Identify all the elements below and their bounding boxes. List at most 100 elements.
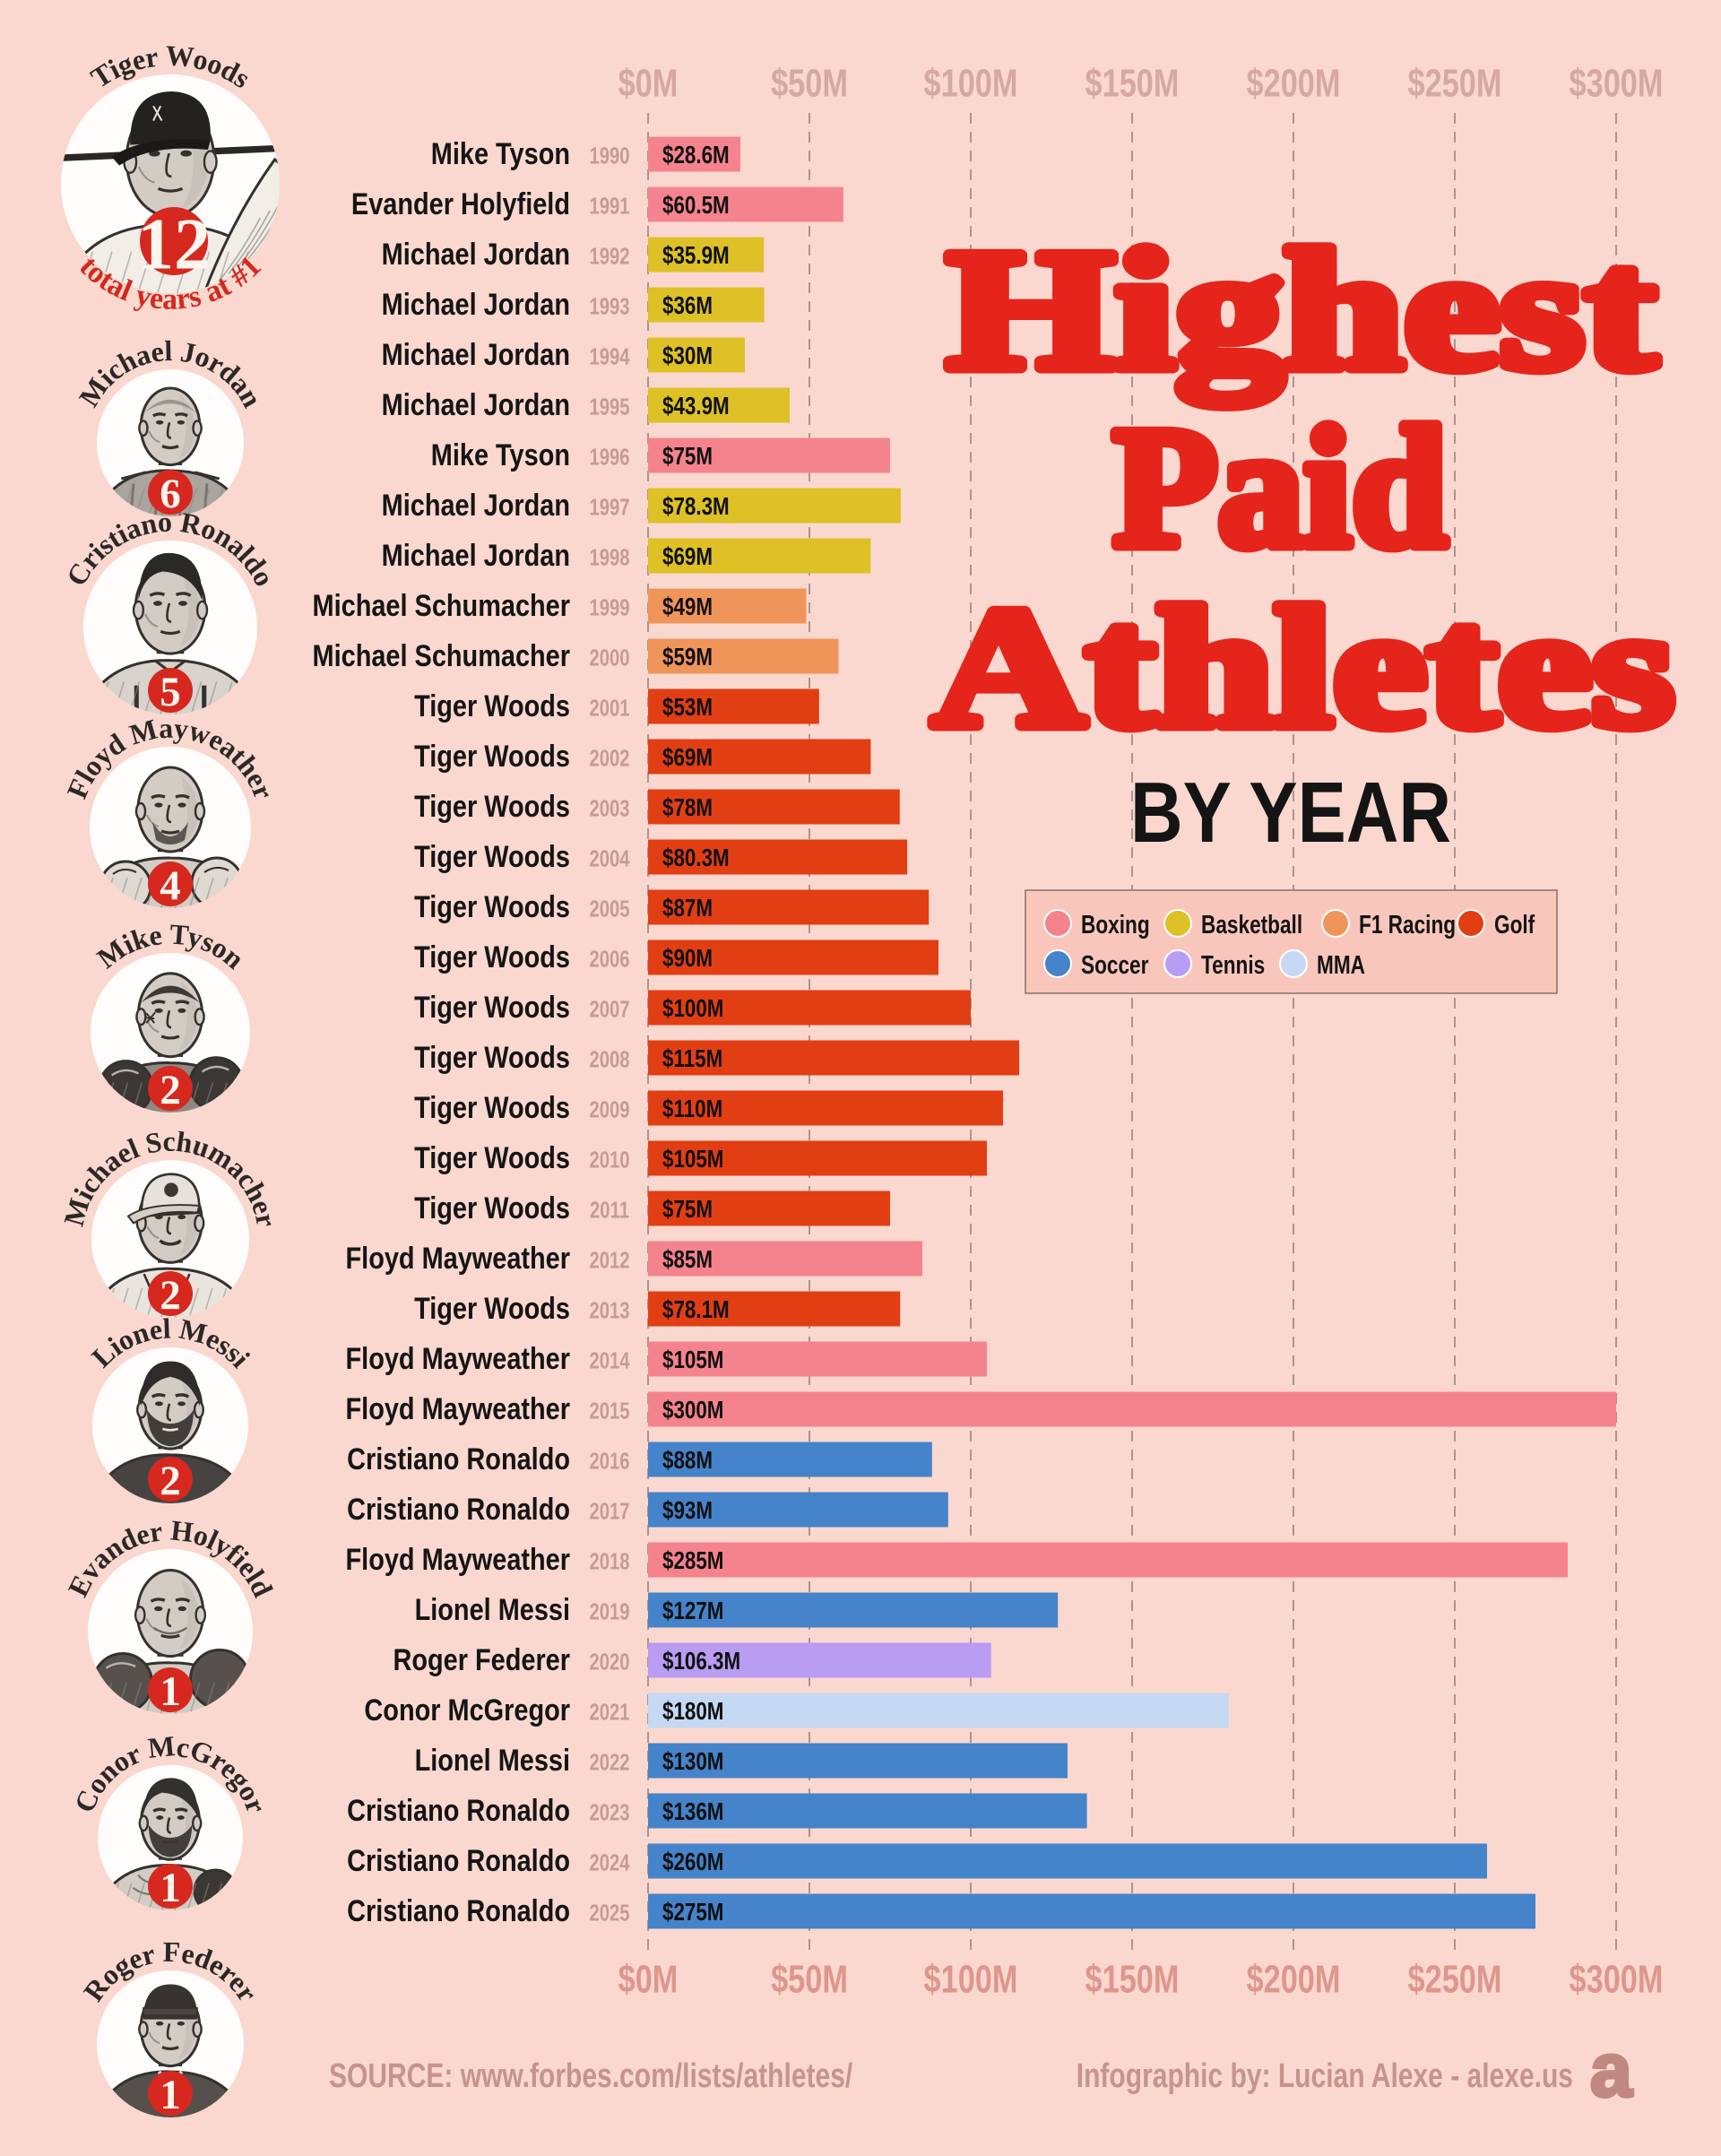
svg-text:$30M: $30M	[662, 342, 713, 370]
svg-text:Michael Jordan: Michael Jordan	[382, 538, 570, 573]
svg-text:2006: 2006	[589, 946, 629, 972]
svg-text:2016: 2016	[589, 1448, 629, 1474]
svg-text:$275M: $275M	[662, 1899, 723, 1927]
svg-text:2: 2	[160, 1272, 181, 1319]
svg-text:1992: 1992	[589, 243, 629, 269]
svg-text:Floyd Mayweather: Floyd Mayweather	[346, 1241, 570, 1276]
svg-text:$53M: $53M	[662, 694, 713, 722]
svg-text:Michael Jordan: Michael Jordan	[382, 287, 570, 322]
svg-text:$260M: $260M	[662, 1849, 723, 1876]
svg-text:$78.3M: $78.3M	[662, 493, 730, 521]
svg-text:2023: 2023	[589, 1799, 629, 1825]
svg-text:1999: 1999	[589, 594, 629, 620]
svg-text:$78.1M: $78.1M	[662, 1296, 730, 1324]
svg-text:Cristiano Ronaldo: Cristiano Ronaldo	[347, 1793, 570, 1828]
svg-text:$90M: $90M	[662, 945, 713, 973]
svg-text:$69M: $69M	[662, 744, 713, 772]
svg-text:$300M: $300M	[662, 1397, 723, 1424]
svg-text:Highest: Highest	[947, 214, 1656, 406]
svg-text:2015: 2015	[589, 1398, 629, 1424]
svg-text:$100M: $100M	[924, 1957, 1018, 2001]
svg-text:Cristiano Ronaldo: Cristiano Ronaldo	[347, 1843, 570, 1878]
svg-text:$75M: $75M	[662, 443, 713, 471]
svg-text:$50M: $50M	[771, 61, 848, 105]
svg-text:$150M: $150M	[1085, 1957, 1180, 2001]
svg-text:Golf: Golf	[1494, 909, 1535, 939]
svg-text:Michael Schumacher: Michael Schumacher	[313, 588, 570, 623]
svg-text:2011: 2011	[590, 1197, 629, 1223]
svg-text:$300M: $300M	[1570, 61, 1664, 105]
svg-text:Tiger Woods: Tiger Woods	[414, 1040, 570, 1075]
svg-text:$250M: $250M	[1408, 1957, 1502, 2001]
svg-text:4: 4	[160, 862, 181, 909]
svg-text:$100M: $100M	[924, 61, 1018, 105]
svg-text:Mike Tyson: Mike Tyson	[431, 437, 570, 472]
svg-text:$36M: $36M	[662, 292, 713, 320]
svg-text:1996: 1996	[589, 444, 629, 470]
svg-text:Tiger Woods: Tiger Woods	[414, 1140, 570, 1175]
svg-text:2000: 2000	[589, 645, 629, 671]
svg-text:Michael Jordan: Michael Jordan	[382, 488, 570, 523]
svg-text:$136M: $136M	[662, 1798, 723, 1826]
svg-text:Cristiano Ronaldo: Cristiano Ronaldo	[347, 1442, 570, 1476]
svg-text:$0M: $0M	[618, 1957, 679, 2001]
svg-text:$115M: $115M	[662, 1045, 722, 1073]
svg-text:MMA: MMA	[1317, 949, 1365, 979]
svg-text:2005: 2005	[589, 896, 629, 922]
svg-text:$85M: $85M	[662, 1246, 713, 1274]
svg-text:$106.3M: $106.3M	[662, 1648, 740, 1675]
svg-text:2008: 2008	[589, 1046, 629, 1072]
svg-text:$80.3M: $80.3M	[662, 844, 730, 872]
svg-text:$43.9M: $43.9M	[662, 393, 730, 420]
svg-text:1997: 1997	[589, 494, 629, 520]
svg-text:Tiger Woods: Tiger Woods	[414, 688, 570, 723]
svg-text:Michael Jordan: Michael Jordan	[382, 387, 570, 422]
svg-text:Michael Jordan: Michael Jordan	[382, 337, 570, 372]
svg-text:$150M: $150M	[1085, 61, 1180, 105]
svg-text:Tiger Woods: Tiger Woods	[414, 1291, 570, 1326]
svg-text:1991: 1991	[589, 193, 629, 219]
svg-text:2: 2	[160, 1458, 181, 1504]
svg-text:2010: 2010	[589, 1147, 629, 1173]
svg-text:$110M: $110M	[662, 1095, 722, 1123]
svg-text:$105M: $105M	[662, 1346, 723, 1374]
svg-text:2025: 2025	[589, 1900, 629, 1926]
svg-text:2001: 2001	[589, 695, 629, 721]
svg-text:$59M: $59M	[662, 644, 713, 671]
svg-text:2004: 2004	[589, 845, 629, 871]
svg-text:Evander Holyfield: Evander Holyfield	[351, 186, 570, 221]
svg-text:$75M: $75M	[662, 1196, 713, 1224]
svg-text:2007: 2007	[589, 996, 629, 1022]
svg-text:$49M: $49M	[662, 593, 713, 621]
svg-text:2019: 2019	[589, 1598, 629, 1624]
svg-text:$28.6M: $28.6M	[662, 142, 730, 169]
svg-text:Soccer: Soccer	[1081, 949, 1148, 979]
svg-text:2003: 2003	[589, 795, 629, 821]
svg-text:2022: 2022	[589, 1749, 629, 1775]
svg-text:a: a	[1590, 2028, 1633, 2112]
svg-text:Boxing: Boxing	[1081, 909, 1150, 939]
svg-text:2017: 2017	[589, 1498, 629, 1524]
svg-text:$93M: $93M	[662, 1497, 713, 1525]
svg-text:1: 1	[160, 1668, 181, 1715]
svg-text:Paid: Paid	[1113, 392, 1448, 583]
svg-text:Infographic by: Lucian Alexe -: Infographic by: Lucian Alexe - alexe.us	[1077, 2057, 1573, 2095]
svg-text:Tiger Woods: Tiger Woods	[414, 990, 570, 1025]
svg-text:2020: 2020	[589, 1649, 629, 1675]
svg-text:2012: 2012	[589, 1247, 629, 1273]
svg-text:2: 2	[160, 1067, 181, 1113]
svg-text:$60.5M: $60.5M	[662, 192, 730, 220]
svg-text:1998: 1998	[589, 544, 629, 570]
svg-text:Tiger Woods: Tiger Woods	[414, 1090, 570, 1125]
svg-text:Floyd Mayweather: Floyd Mayweather	[346, 1542, 570, 1577]
svg-text:$200M: $200M	[1247, 61, 1341, 105]
svg-text:1994: 1994	[589, 343, 629, 369]
svg-text:Tiger Woods: Tiger Woods	[414, 739, 570, 774]
svg-text:SOURCE: www.forbes.com/lists/a: SOURCE: www.forbes.com/lists/athletes/	[329, 2057, 853, 2095]
svg-text:Tiger Woods: Tiger Woods	[414, 889, 570, 924]
svg-text:F1 Racing: F1 Racing	[1359, 909, 1456, 939]
svg-text:$105M: $105M	[662, 1146, 723, 1173]
svg-text:$130M: $130M	[662, 1748, 723, 1776]
svg-text:Conor McGregor: Conor McGregor	[364, 1693, 570, 1727]
svg-text:2013: 2013	[589, 1297, 629, 1323]
